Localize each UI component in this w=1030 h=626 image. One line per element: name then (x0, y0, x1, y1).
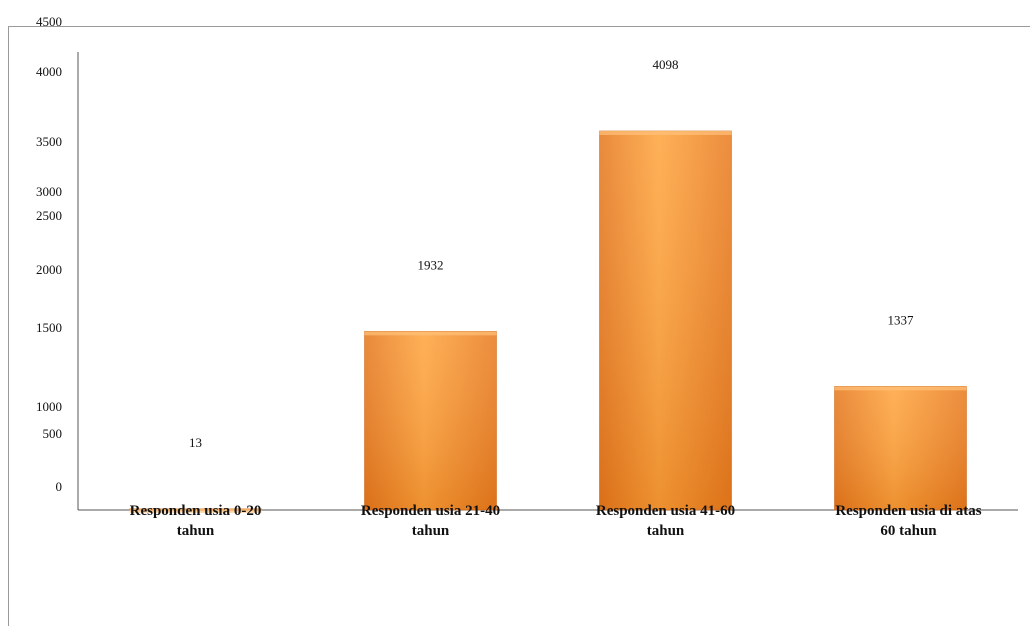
bar-shade (834, 386, 967, 510)
category-label: tahun (647, 523, 685, 539)
bar-shade (599, 131, 732, 510)
data-label: 1337 (888, 312, 915, 327)
y-tick-label: 2000 (36, 262, 62, 277)
y-tick-label: 0 (56, 479, 63, 494)
y-tick-label: 4000 (36, 64, 62, 79)
bar-shade (364, 331, 497, 510)
y-tick-label: 500 (43, 426, 63, 441)
category-label: tahun (177, 523, 215, 539)
category-label: tahun (412, 523, 450, 539)
chart-frame (8, 26, 1030, 626)
y-tick-label: 3000 (36, 184, 62, 199)
category-label: Responden usia 21-40 (361, 503, 500, 519)
category-label: Responden usia 0-20 (130, 503, 262, 519)
data-label: 13 (189, 435, 202, 450)
category-labels: Responden usia 0-20 tahun Responden usia 2… (130, 503, 982, 539)
y-tick-label: 1000 (36, 399, 62, 414)
y-tick-labels: 4500 4000 3500 3000 2500 2000 1500 1000 500 0 (36, 14, 62, 494)
category-label: Responden usia di atas (835, 503, 981, 519)
bar-highlight (599, 131, 732, 136)
y-tick-label: 4500 (36, 14, 62, 29)
bar-highlight (129, 508, 262, 513)
y-tick-label: 3500 (36, 134, 62, 149)
bars (129, 130, 967, 513)
category-label: Responden usia 41-60 (596, 503, 735, 519)
y-tick-label: 2500 (36, 208, 62, 223)
y-tick-label: 1500 (36, 320, 62, 335)
bar-highlight (364, 331, 497, 336)
bar-highlight (834, 386, 967, 391)
category-label: 60 tahun (880, 523, 937, 539)
data-label: 1932 (418, 257, 444, 272)
data-label: 4098 (653, 57, 679, 72)
data-labels: 13 1932 4098 1337 (189, 57, 914, 450)
